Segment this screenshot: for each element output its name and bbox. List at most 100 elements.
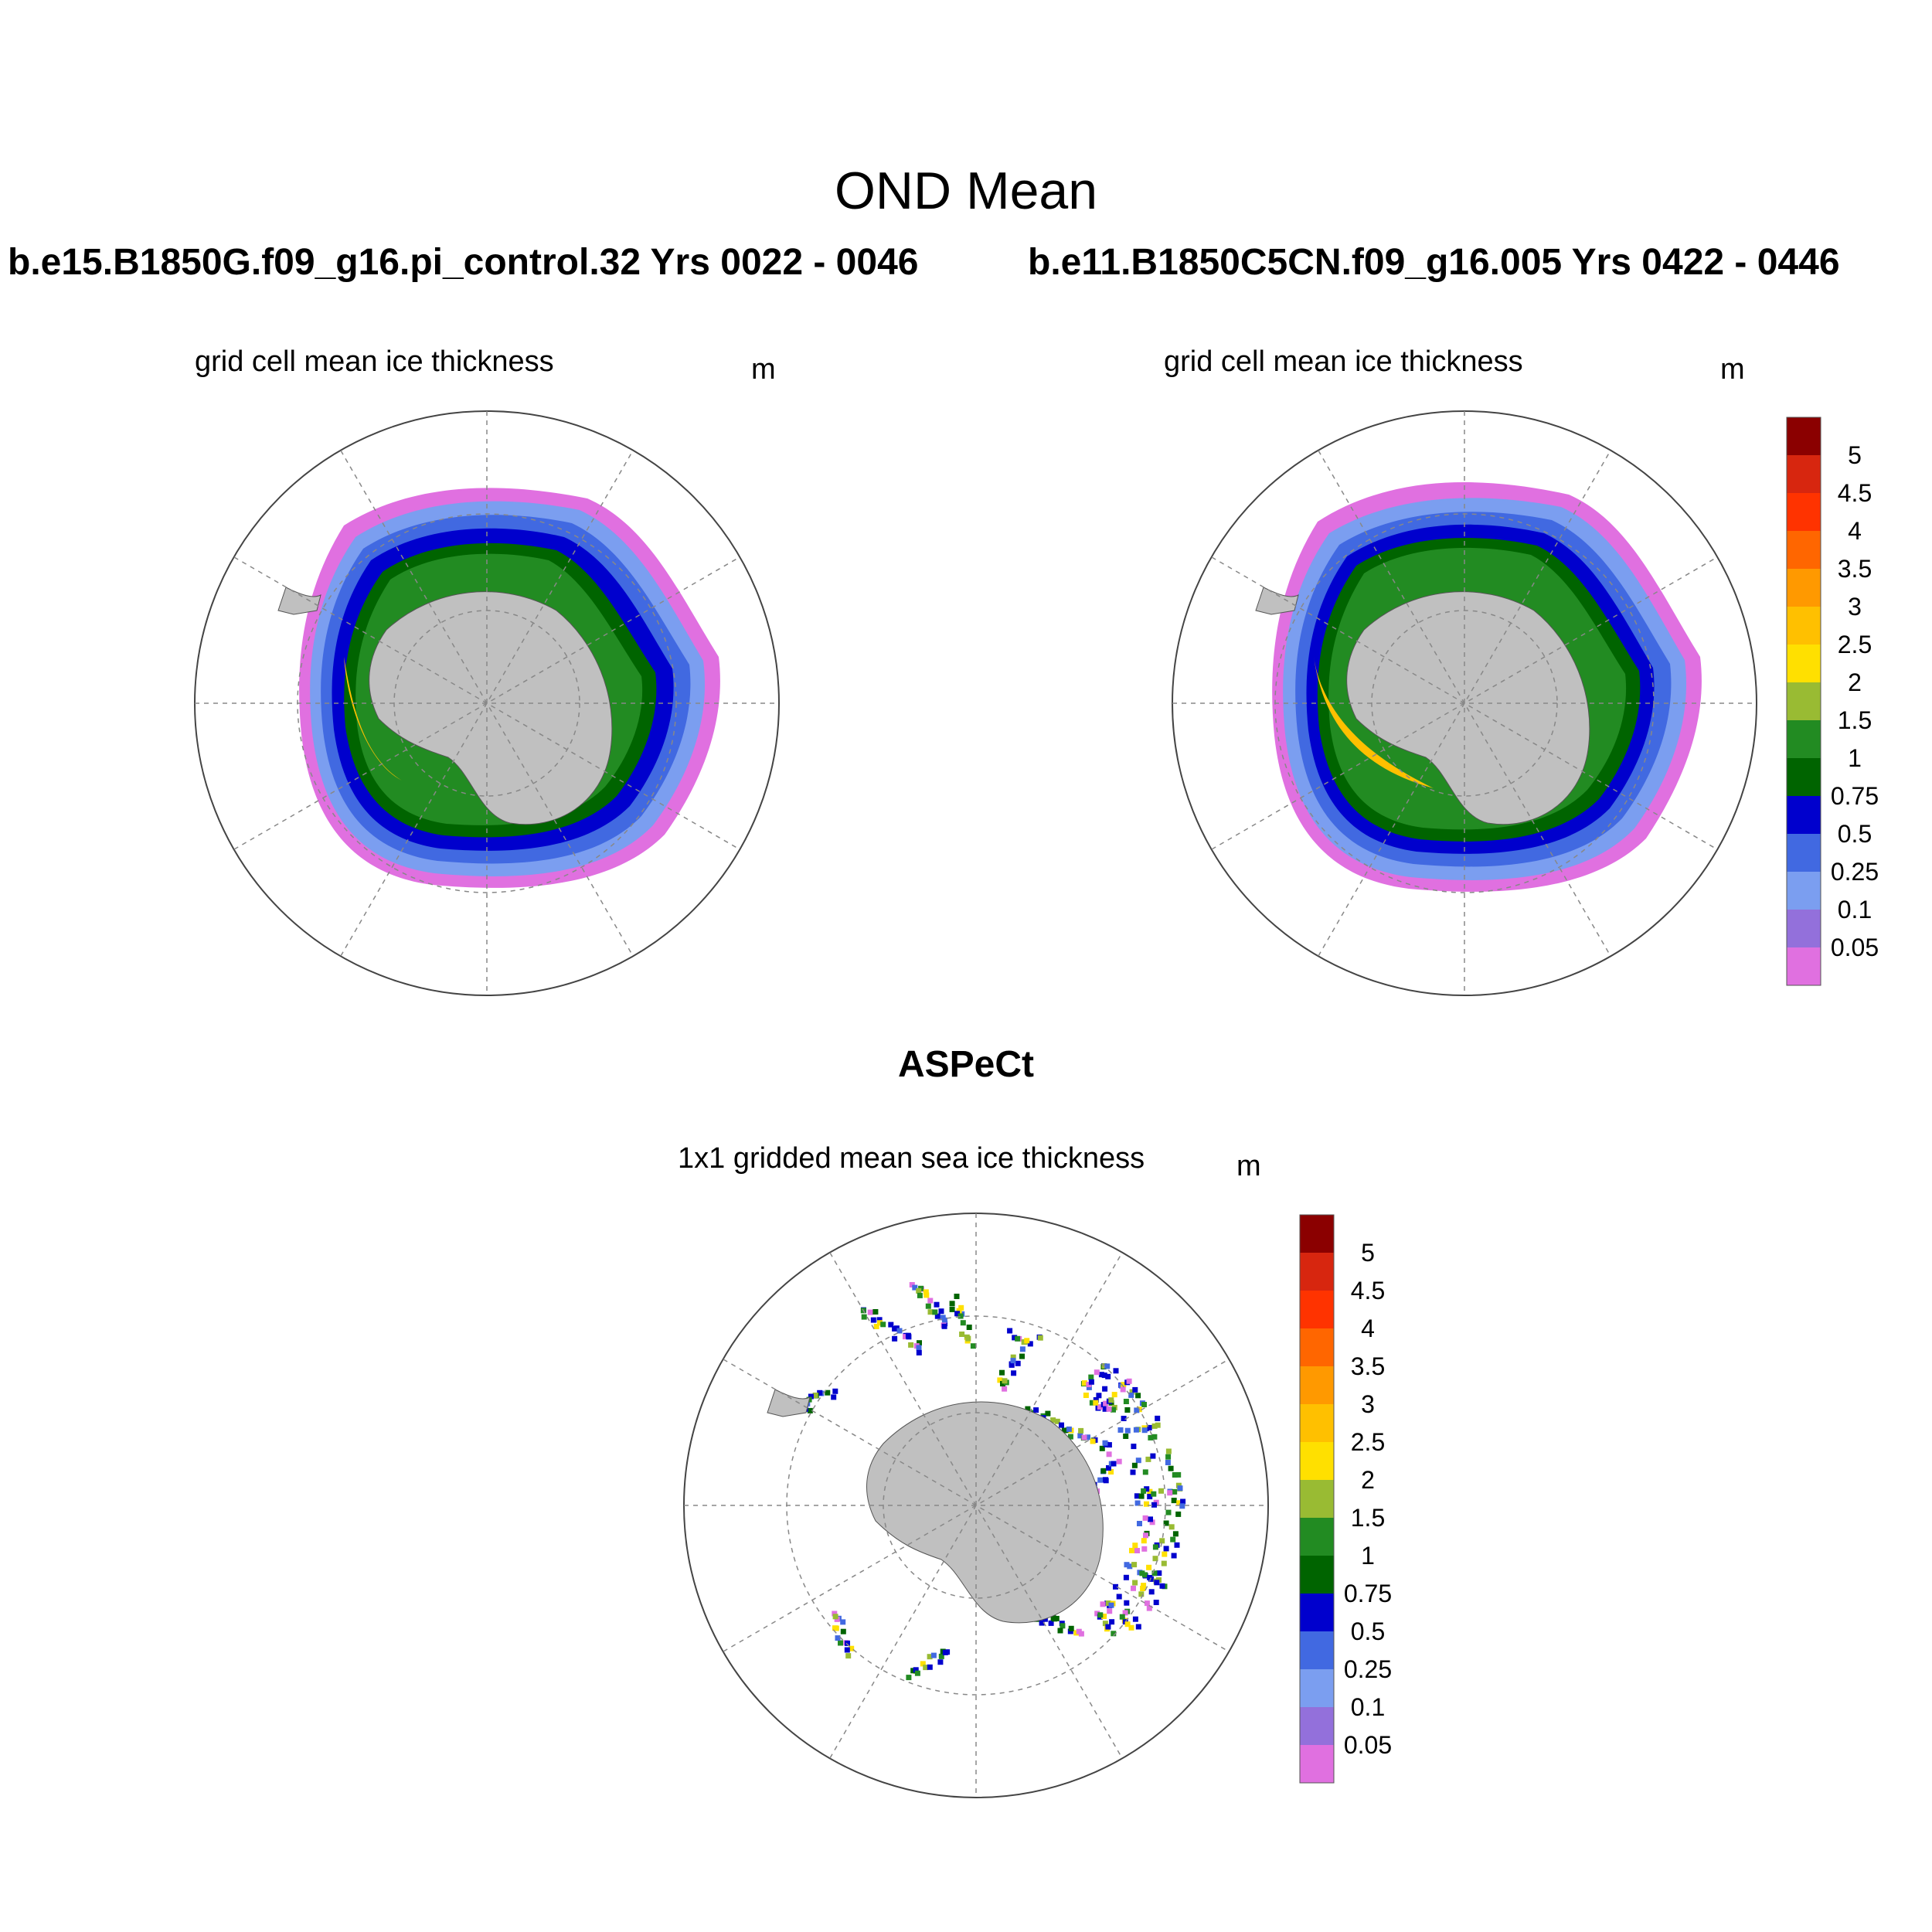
observation-cell	[1131, 1585, 1136, 1591]
observation-cell	[1105, 1373, 1111, 1379]
observation-cell	[1094, 1611, 1100, 1617]
observation-cell	[1124, 1407, 1131, 1413]
colorbar-label: 1	[1361, 1542, 1375, 1570]
observation-cell	[1124, 1600, 1130, 1606]
observation-cell	[1172, 1488, 1178, 1495]
observation-cell	[1000, 1381, 1005, 1386]
observation-cell	[849, 1645, 855, 1651]
observation-cell	[923, 1289, 929, 1295]
observation-cell	[999, 1369, 1005, 1376]
colorbar-label: 3.5	[1838, 555, 1872, 583]
observation-cell	[1150, 1453, 1156, 1459]
observation-cell	[1002, 1386, 1008, 1392]
observation-cell	[938, 1653, 944, 1659]
observation-cell	[1126, 1378, 1132, 1384]
observation-cell	[1135, 1458, 1141, 1464]
observation-cell	[1172, 1472, 1178, 1478]
observation-cell	[923, 1665, 929, 1671]
colorbar-swatch	[1300, 1442, 1334, 1480]
antarctica-land	[767, 1389, 1104, 1624]
observation-cell	[1155, 1422, 1161, 1428]
observation-cell	[1059, 1422, 1064, 1428]
observation-cell	[1015, 1360, 1021, 1366]
observation-cell	[1165, 1460, 1171, 1465]
colorbar-swatch	[1300, 1215, 1334, 1253]
observation-cell	[844, 1647, 850, 1653]
observation-cell	[1068, 1625, 1074, 1631]
panel-1-map	[194, 410, 780, 996]
observation-cell	[941, 1323, 947, 1329]
observation-cell	[845, 1653, 852, 1659]
observation-cell	[1101, 1372, 1107, 1379]
colorbar-1: 5 4.5 4 3.5 3 2.5 2 1.5 1 0.75 0.5 0.25 0.1 0.05	[1786, 417, 1879, 986]
observation-cell	[1021, 1339, 1027, 1345]
colorbar-frame	[1786, 417, 1821, 986]
colorbar-swatch	[1300, 1594, 1334, 1631]
observation-cell	[1060, 1623, 1066, 1629]
colorbar-swatch	[1787, 493, 1821, 531]
observation-cell	[934, 1313, 940, 1319]
observation-cell	[1019, 1346, 1026, 1352]
colorbar-label: 0.1	[1838, 896, 1872, 923]
observation-cell	[1129, 1547, 1134, 1553]
observation-cell	[1123, 1434, 1129, 1439]
observation-cell	[1124, 1427, 1131, 1434]
observation-cell	[1085, 1434, 1090, 1440]
observation-cell	[1100, 1601, 1106, 1607]
observation-cell	[1171, 1553, 1177, 1559]
colorbar-label: 2.5	[1838, 631, 1872, 658]
observation-cell	[1134, 1493, 1140, 1499]
observation-cell	[1123, 1574, 1129, 1580]
colorbar-swatch	[1787, 947, 1821, 985]
observation-cell	[1102, 1386, 1108, 1392]
observation-cell	[1100, 1468, 1107, 1474]
observation-cell	[927, 1298, 934, 1304]
colorbar-swatch	[1787, 682, 1821, 720]
observation-cell	[892, 1325, 898, 1332]
observation-cell	[1147, 1575, 1153, 1580]
observation-cell	[1078, 1427, 1084, 1434]
observation-cell	[917, 1292, 923, 1298]
observation-cell	[1175, 1511, 1182, 1517]
observation-cell	[1102, 1406, 1108, 1412]
observation-cell	[913, 1667, 919, 1673]
observation-cell	[970, 1343, 976, 1349]
observation-cell	[1061, 1427, 1067, 1434]
observation-cell	[817, 1389, 823, 1396]
observation-cell	[1120, 1386, 1126, 1393]
observation-cell	[1117, 1427, 1124, 1433]
colorbar-swatch	[1787, 569, 1821, 607]
observation-cell	[1067, 1628, 1073, 1634]
observation-cell	[920, 1661, 926, 1667]
observation-cell	[1090, 1438, 1096, 1444]
observation-cell	[949, 1301, 955, 1307]
observation-cell	[835, 1635, 841, 1641]
colorbar-swatch	[1787, 872, 1821, 910]
panel-1-case-title: b.e15.B1850G.f09_g16.pi_control.32 Yrs 0…	[8, 242, 919, 283]
observation-cell	[870, 1317, 876, 1323]
observation-cell	[1088, 1374, 1094, 1380]
observation-cell	[877, 1320, 883, 1326]
observation-cell	[1132, 1580, 1138, 1586]
observation-cell	[861, 1314, 867, 1320]
colorbar-label: 0.5	[1351, 1617, 1385, 1645]
observation-cell	[1103, 1400, 1109, 1406]
observation-cell	[1109, 1619, 1115, 1625]
panel-2-map	[1172, 410, 1757, 996]
observation-cell	[1156, 1570, 1162, 1577]
observation-cell	[912, 1284, 918, 1291]
observation-cell	[1132, 1616, 1138, 1622]
observation-cell	[1144, 1600, 1150, 1607]
observation-cell	[1108, 1397, 1114, 1403]
colorbar-swatch	[1787, 758, 1821, 796]
colorbar-label: 3	[1361, 1390, 1375, 1418]
observation-cell	[1086, 1384, 1092, 1390]
panel-1-subtitle: grid cell mean ice thickness	[195, 345, 554, 378]
observation-cell	[1067, 1434, 1073, 1440]
graticule	[684, 1213, 1268, 1798]
observation-cell	[1054, 1418, 1060, 1424]
observation-cell	[1171, 1498, 1177, 1504]
observation-cell	[1180, 1498, 1186, 1505]
colorbar-swatch	[1787, 720, 1821, 758]
antarctica-land	[1255, 587, 1590, 825]
